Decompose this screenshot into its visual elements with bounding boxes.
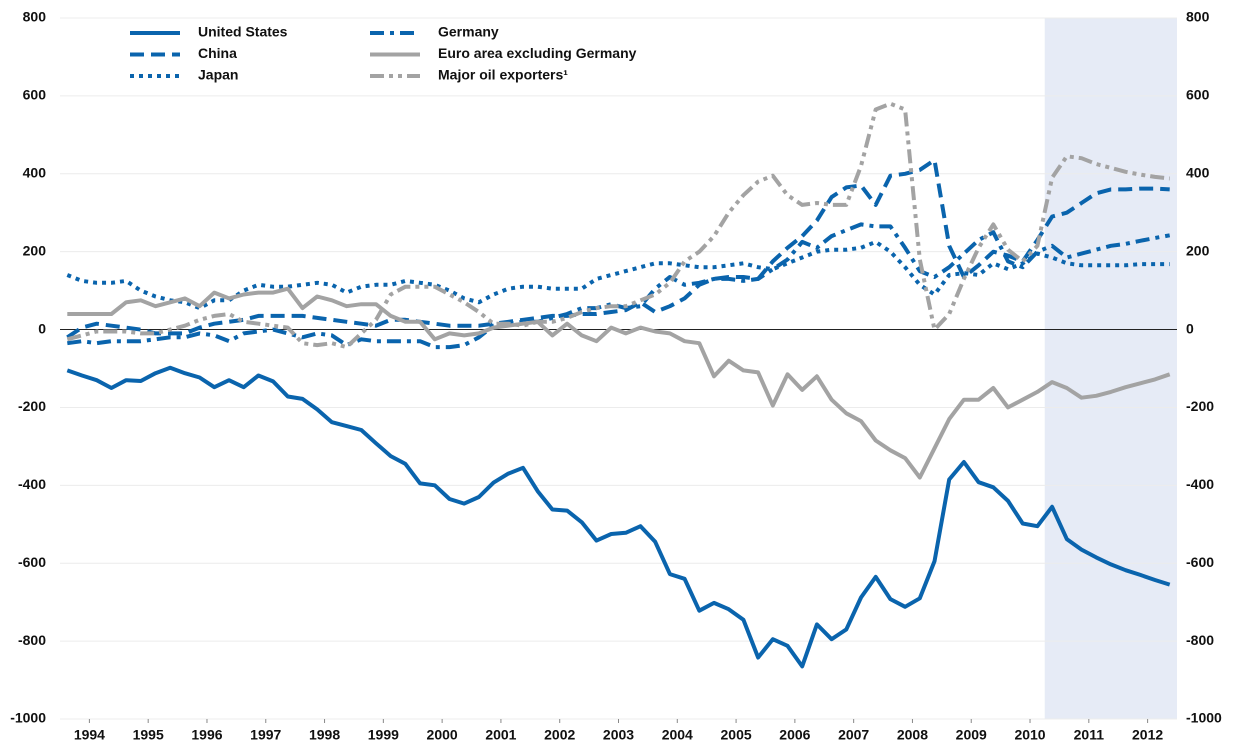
x-tick-label: 2003 [603, 727, 634, 743]
y-tick-label: 400 [23, 164, 47, 180]
y2-tick-label: -400 [1186, 476, 1214, 492]
y-tick-label: -200 [18, 398, 46, 414]
x-tick-label: 2001 [485, 727, 516, 743]
x-tick-label: 1998 [309, 727, 340, 743]
y-tick-label: 200 [23, 242, 47, 258]
x-tick-label: 2010 [1014, 727, 1045, 743]
y2-tick-label: -800 [1186, 632, 1214, 648]
x-tick-label: 2012 [1132, 727, 1163, 743]
y2-tick-label: 200 [1186, 242, 1210, 258]
y-tick-label: 600 [23, 87, 47, 103]
x-tick-label: 1999 [368, 727, 399, 743]
y2-tick-label: 600 [1186, 87, 1210, 103]
x-tick-label: 2008 [897, 727, 928, 743]
x-tick-label: 2011 [1074, 727, 1105, 743]
x-tick-label: 2004 [662, 727, 693, 743]
series-line [66, 101, 1170, 350]
legend-label: China [198, 45, 237, 61]
y2-tick-label: 400 [1186, 164, 1210, 180]
legend-label: United States [198, 24, 288, 40]
y-tick-label: -600 [18, 554, 46, 570]
x-tick-label: 2000 [427, 727, 458, 743]
series-line [66, 239, 1170, 311]
legend-label: Japan [198, 67, 238, 83]
y-tick-label: 800 [23, 9, 47, 25]
x-tick-label: 2006 [779, 727, 810, 743]
x-tick-label: 1994 [74, 727, 105, 743]
y-tick-label: 0 [38, 320, 46, 336]
y2-tick-label: 800 [1186, 9, 1210, 25]
x-tick-label: 2009 [956, 727, 987, 743]
y2-tick-label: 0 [1186, 320, 1194, 336]
series-line [67, 286, 1171, 480]
x-tick-label: 1996 [191, 727, 222, 743]
x-tick-label: 2007 [838, 727, 869, 743]
x-tick-label: 2002 [544, 727, 575, 743]
series-line [66, 365, 1171, 669]
y-tick-label: -800 [18, 632, 46, 648]
legend-label: Germany [438, 24, 499, 40]
y2-tick-label: -600 [1186, 554, 1214, 570]
y2-tick-label: -200 [1186, 398, 1214, 414]
legend-label: Major oil exporters¹ [438, 67, 568, 83]
legend-label: Euro area excluding Germany [438, 45, 637, 61]
x-tick-label: 2005 [721, 727, 752, 743]
y-tick-label: -400 [18, 476, 46, 492]
x-tick-label: 1995 [133, 727, 164, 743]
shaded-region [1044, 18, 1177, 719]
y-tick-label: -1000 [10, 710, 46, 726]
x-tick-label: 1997 [250, 727, 281, 743]
series-line [66, 158, 1170, 339]
y2-tick-label: -1000 [1186, 710, 1222, 726]
